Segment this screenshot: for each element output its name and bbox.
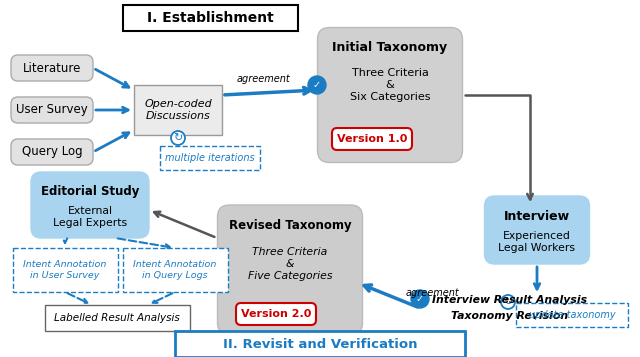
FancyBboxPatch shape bbox=[236, 303, 316, 325]
Text: ↻: ↻ bbox=[503, 297, 513, 307]
Text: User Survey: User Survey bbox=[16, 104, 88, 116]
Text: Interview: Interview bbox=[504, 210, 570, 222]
FancyBboxPatch shape bbox=[516, 303, 628, 327]
FancyBboxPatch shape bbox=[11, 139, 93, 165]
FancyBboxPatch shape bbox=[11, 55, 93, 81]
Text: Experienced
Legal Workers: Experienced Legal Workers bbox=[499, 231, 575, 253]
Text: Version 2.0: Version 2.0 bbox=[241, 309, 311, 319]
FancyBboxPatch shape bbox=[317, 27, 463, 162]
Text: Intent Annotation
in Query Logs: Intent Annotation in Query Logs bbox=[133, 260, 217, 280]
Text: Three Criteria
&
Six Categories: Three Criteria & Six Categories bbox=[349, 69, 430, 102]
Text: Three Criteria
&
Five Categories: Three Criteria & Five Categories bbox=[248, 247, 332, 281]
Text: Open-coded
Discussions: Open-coded Discussions bbox=[144, 99, 212, 121]
FancyBboxPatch shape bbox=[122, 248, 227, 292]
Text: multiple iterations: multiple iterations bbox=[165, 153, 255, 163]
FancyBboxPatch shape bbox=[122, 5, 298, 31]
Text: Editorial Study: Editorial Study bbox=[41, 185, 139, 197]
Text: External
Legal Experts: External Legal Experts bbox=[53, 206, 127, 228]
Text: Labelled Result Analysis: Labelled Result Analysis bbox=[54, 313, 180, 323]
Text: Intent Annotation
in User Survey: Intent Annotation in User Survey bbox=[23, 260, 107, 280]
Text: Version 1.0: Version 1.0 bbox=[337, 134, 407, 144]
FancyBboxPatch shape bbox=[160, 146, 260, 170]
FancyBboxPatch shape bbox=[332, 128, 412, 150]
FancyBboxPatch shape bbox=[13, 248, 118, 292]
Text: Taxonomy Revision: Taxonomy Revision bbox=[451, 311, 568, 321]
Text: ✓: ✓ bbox=[313, 80, 321, 90]
Text: agreement: agreement bbox=[405, 288, 459, 298]
Circle shape bbox=[411, 290, 429, 308]
Text: Query Log: Query Log bbox=[22, 146, 83, 159]
Text: agreement: agreement bbox=[236, 74, 290, 84]
FancyBboxPatch shape bbox=[11, 97, 93, 123]
FancyBboxPatch shape bbox=[175, 331, 465, 357]
Circle shape bbox=[171, 131, 185, 145]
FancyBboxPatch shape bbox=[134, 85, 222, 135]
Text: Interview Result Analysis: Interview Result Analysis bbox=[433, 295, 588, 305]
Text: Revised Taxonomy: Revised Taxonomy bbox=[228, 220, 351, 232]
Text: II. Revisit and Verification: II. Revisit and Verification bbox=[223, 337, 417, 351]
FancyBboxPatch shape bbox=[45, 305, 189, 331]
FancyBboxPatch shape bbox=[484, 196, 589, 264]
Text: ↻: ↻ bbox=[173, 133, 182, 143]
Text: update taxonomy: update taxonomy bbox=[529, 310, 615, 320]
Circle shape bbox=[308, 76, 326, 94]
Text: I. Establishment: I. Establishment bbox=[147, 11, 273, 25]
Text: Literature: Literature bbox=[23, 61, 81, 75]
Circle shape bbox=[501, 295, 515, 309]
Text: ✓: ✓ bbox=[416, 294, 424, 304]
FancyBboxPatch shape bbox=[218, 205, 362, 335]
FancyBboxPatch shape bbox=[31, 172, 149, 238]
Text: Initial Taxonomy: Initial Taxonomy bbox=[332, 40, 447, 54]
